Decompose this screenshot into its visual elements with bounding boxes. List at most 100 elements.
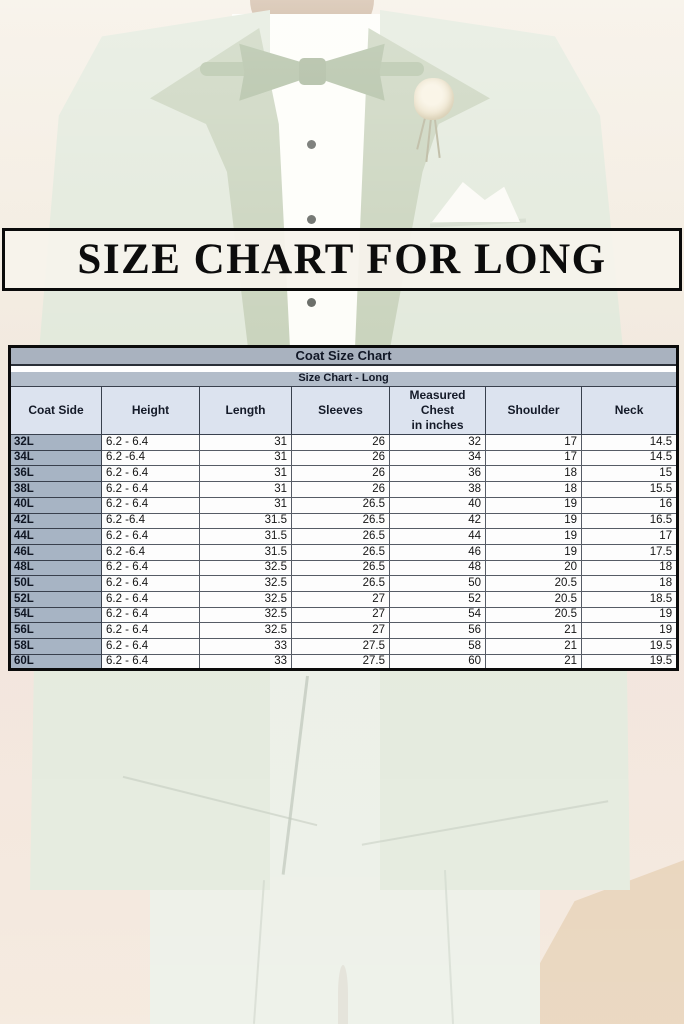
size-chart-banner: SIZE CHART FOR LONG: [2, 228, 682, 291]
measure-cell: 38: [389, 481, 486, 498]
legs-gap-shadow: [338, 965, 348, 1024]
measure-cell: 19: [580, 606, 679, 624]
measure-cell: 19: [485, 528, 582, 545]
measure-cell: 21: [485, 653, 582, 671]
measure-cell: 18: [580, 559, 679, 577]
table-title: Coat Size Chart: [9, 346, 678, 366]
table-row: 42L 6.2 -6.4 31.5 26.5 42 19 16.5: [9, 512, 679, 530]
measure-cell: 6.2 - 6.4: [101, 653, 200, 671]
measure-cell: 20.5: [485, 606, 582, 624]
measure-cell: 40: [389, 496, 486, 514]
table-row: 48L 6.2 - 6.4 32.5 26.5 48 20 18: [9, 559, 679, 577]
measure-cell: 44: [389, 528, 486, 545]
measure-cell: 60: [389, 653, 486, 671]
measure-cell: 17: [485, 434, 582, 451]
measure-cell: 15: [580, 465, 679, 483]
measure-cell: 6.2 - 6.4: [101, 575, 200, 592]
column-header: Coat Side: [9, 386, 102, 436]
measure-cell: 21: [485, 622, 582, 640]
measure-cell: 32: [389, 434, 486, 451]
measure-cell: 26: [291, 481, 390, 498]
measure-cell: 31: [199, 465, 292, 483]
table-row: 54L 6.2 - 6.4 32.5 27 54 20.5 19: [9, 606, 679, 624]
measure-cell: 17: [485, 449, 582, 467]
table-row: 50L 6.2 - 6.4 32.5 26.5 50 20.5 18: [9, 575, 679, 592]
table-row: 32L 6.2 - 6.4 31 26 32 17 14.5: [9, 434, 679, 451]
coat-size-cell: 42L: [9, 512, 102, 530]
coat-size-cell: 52L: [9, 590, 102, 608]
table-row: 60L 6.2 - 6.4 33 27.5 60 21 19.5: [9, 653, 679, 671]
measure-cell: 6.2 - 6.4: [101, 434, 200, 451]
measure-cell: 27: [291, 590, 390, 608]
measure-cell: 31: [199, 434, 292, 451]
measure-cell: 31: [199, 449, 292, 467]
shirt-button-dot: [307, 298, 316, 307]
table-row: 52L 6.2 - 6.4 32.5 27 52 20.5 18.5: [9, 590, 679, 608]
measure-cell: 32.5: [199, 622, 292, 640]
banner-title: SIZE CHART FOR LONG: [77, 236, 607, 283]
shirt-button-dot: [307, 140, 316, 149]
measure-cell: 16.5: [580, 512, 679, 530]
measure-cell: 6.2 - 6.4: [101, 528, 200, 545]
table-subtitle: Size Chart - Long: [9, 371, 678, 388]
coat-size-cell: 34L: [9, 449, 102, 467]
measure-cell: 52: [389, 590, 486, 608]
measure-cell: 6.2 -6.4: [101, 512, 200, 530]
measure-cell: 26.5: [291, 543, 390, 561]
measure-cell: 46: [389, 543, 486, 561]
measure-cell: 33: [199, 653, 292, 671]
measure-cell: 14.5: [580, 449, 679, 467]
table-row: 34L 6.2 -6.4 31 26 34 17 14.5: [9, 449, 679, 467]
measure-cell: 6.2 - 6.4: [101, 638, 200, 655]
coat-size-cell: 32L: [9, 434, 102, 451]
measure-cell: 31.5: [199, 528, 292, 545]
table-row: 38L 6.2 - 6.4 31 26 38 18 15.5: [9, 481, 679, 498]
measure-cell: 18: [485, 481, 582, 498]
coat-size-cell: 56L: [9, 622, 102, 640]
measure-cell: 6.2 -6.4: [101, 543, 200, 561]
measure-cell: 32.5: [199, 606, 292, 624]
size-chart-table-container: Coat Size Chart Size Chart - Long Coat S…: [8, 345, 680, 672]
table-row: 46L 6.2 -6.4 31.5 26.5 46 19 17.5: [9, 543, 679, 561]
table-row: 58L 6.2 - 6.4 33 27.5 58 21 19.5: [9, 638, 679, 655]
measure-cell: 17.5: [580, 543, 679, 561]
measure-cell: 56: [389, 622, 486, 640]
measure-cell: 54: [389, 606, 486, 624]
boutonniere-flower: [414, 78, 454, 120]
coat-size-cell: 54L: [9, 606, 102, 624]
measure-cell: 31: [199, 481, 292, 498]
measure-cell: 32.5: [199, 559, 292, 577]
coat-size-cell: 60L: [9, 653, 102, 671]
measure-cell: 19.5: [580, 638, 679, 655]
table-row: 44L 6.2 - 6.4 31.5 26.5 44 19 17: [9, 528, 679, 545]
measure-cell: 58: [389, 638, 486, 655]
measure-cell: 6.2 -6.4: [101, 449, 200, 467]
measure-cell: 15.5: [580, 481, 679, 498]
measure-cell: 19.5: [580, 653, 679, 671]
measure-cell: 17: [580, 528, 679, 545]
measure-cell: 36: [389, 465, 486, 483]
measure-cell: 6.2 - 6.4: [101, 590, 200, 608]
measure-cell: 34: [389, 449, 486, 467]
measure-cell: 26: [291, 449, 390, 467]
measure-cell: 18: [580, 575, 679, 592]
measure-cell: 26.5: [291, 559, 390, 577]
bow-tie-knot: [299, 58, 326, 85]
measure-cell: 6.2 - 6.4: [101, 481, 200, 498]
table-row: 36L 6.2 - 6.4 31 26 36 18 15: [9, 465, 679, 483]
column-header-row: Coat Side Height Length Sleeves Measured Che…: [9, 386, 679, 436]
column-header: Sleeves: [291, 386, 390, 436]
measure-cell: 26.5: [291, 528, 390, 545]
measure-cell: 31.5: [199, 512, 292, 530]
measure-cell: 26.5: [291, 496, 390, 514]
measure-cell: 27: [291, 622, 390, 640]
measure-cell: 19: [485, 543, 582, 561]
measure-cell: 42: [389, 512, 486, 530]
measure-cell: 6.2 - 6.4: [101, 465, 200, 483]
measure-cell: 32.5: [199, 575, 292, 592]
measure-cell: 19: [580, 622, 679, 640]
measure-cell: 26: [291, 434, 390, 451]
column-header: Neck: [580, 386, 679, 436]
coat-size-cell: 58L: [9, 638, 102, 655]
